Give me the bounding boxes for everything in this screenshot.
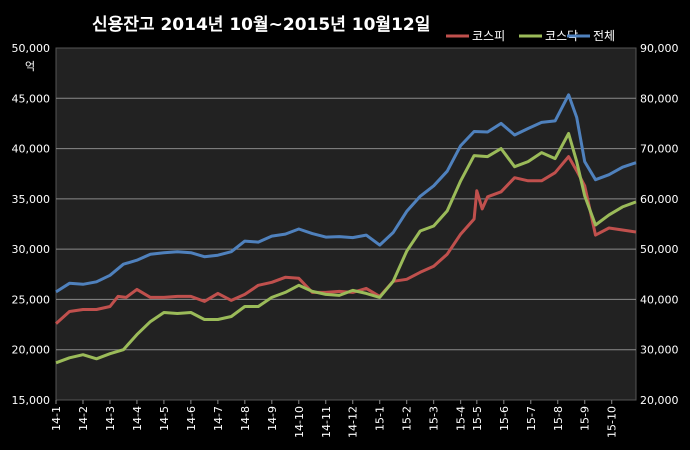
y-left-axis: 15,000 20,000 25,000 30,000 35,000 40,000 45,0… <box>12 42 51 407</box>
y-left-tick-label: 15,000 <box>12 394 51 407</box>
legend: 코스피 코스닥 전체 <box>446 29 615 43</box>
y-left-tick-label: 20,000 <box>12 344 51 357</box>
x-tick-label: 15-7 <box>525 406 538 431</box>
x-tick-label: 15-6 <box>498 406 511 431</box>
series-layer <box>54 93 637 365</box>
y-right-tick-label: 20,000 <box>640 394 679 407</box>
y-left-tick-label: 30,000 <box>12 243 51 256</box>
legend-label: 코스피 <box>472 29 505 43</box>
series-line-전체 <box>55 93 637 294</box>
x-axis: 14-1 14-2 14-3 14-4 14-5 14-6 14-7 14-8 14-9 14-1… <box>50 400 619 438</box>
x-tick-label: 15-2 <box>401 406 414 431</box>
series-line-코스닥 <box>55 132 637 365</box>
x-tick-label: 15-9 <box>579 406 592 431</box>
x-tick-label: 14-10 <box>293 406 306 438</box>
y-right-tick-label: 90,000 <box>640 42 679 55</box>
x-tick-label: 15-3 <box>428 406 441 431</box>
x-tick-label: 14-8 <box>239 406 252 431</box>
x-tick-label: 14-5 <box>158 406 171 431</box>
y-left-unit-label: 억 <box>25 60 35 73</box>
x-tick-label: 15-4 <box>455 406 468 431</box>
x-tick-label: 15-1 <box>374 406 387 431</box>
legend-label: 코스닥 <box>545 29 578 43</box>
x-tick-label: 15-10 <box>606 406 619 438</box>
plot-area <box>55 47 637 401</box>
y-left-tick-label: 50,000 <box>12 42 51 55</box>
y-left-tick-label: 45,000 <box>12 92 51 105</box>
x-tick-label: 14-2 <box>77 406 90 431</box>
x-tick-label: 14-12 <box>347 406 360 438</box>
gridlines <box>56 97 636 351</box>
y-right-tick-label: 50,000 <box>640 243 679 256</box>
y-right-tick-label: 70,000 <box>640 143 679 156</box>
y-right-axis: 20,000 30,000 40,000 50,000 60,000 70,000 80,0… <box>640 42 679 407</box>
y-right-tick-label: 40,000 <box>640 293 679 306</box>
x-tick-label: 15-8 <box>552 406 565 431</box>
y-right-tick-label: 30,000 <box>640 344 679 357</box>
x-tick-label: 14-6 <box>185 406 198 431</box>
x-tick-label: 15-5 <box>471 406 484 431</box>
chart-title: 신용잔고 2014년 10월~2015년 10월12일 <box>92 15 430 35</box>
y-left-tick-label: 40,000 <box>12 143 51 156</box>
x-tick-label: 14-1 <box>50 406 63 431</box>
x-tick-label: 14-9 <box>266 406 279 431</box>
y-right-tick-label: 60,000 <box>640 193 679 206</box>
x-tick-label: 14-3 <box>104 406 117 431</box>
y-right-tick-label: 80,000 <box>640 92 679 105</box>
y-left-tick-label: 35,000 <box>12 193 51 206</box>
legend-label: 전체 <box>593 29 615 43</box>
x-tick-label: 14-7 <box>212 406 225 431</box>
x-tick-label: 14-4 <box>131 406 144 431</box>
y-left-tick-label: 25,000 <box>12 293 51 306</box>
x-tick-label: 14-11 <box>320 406 333 438</box>
